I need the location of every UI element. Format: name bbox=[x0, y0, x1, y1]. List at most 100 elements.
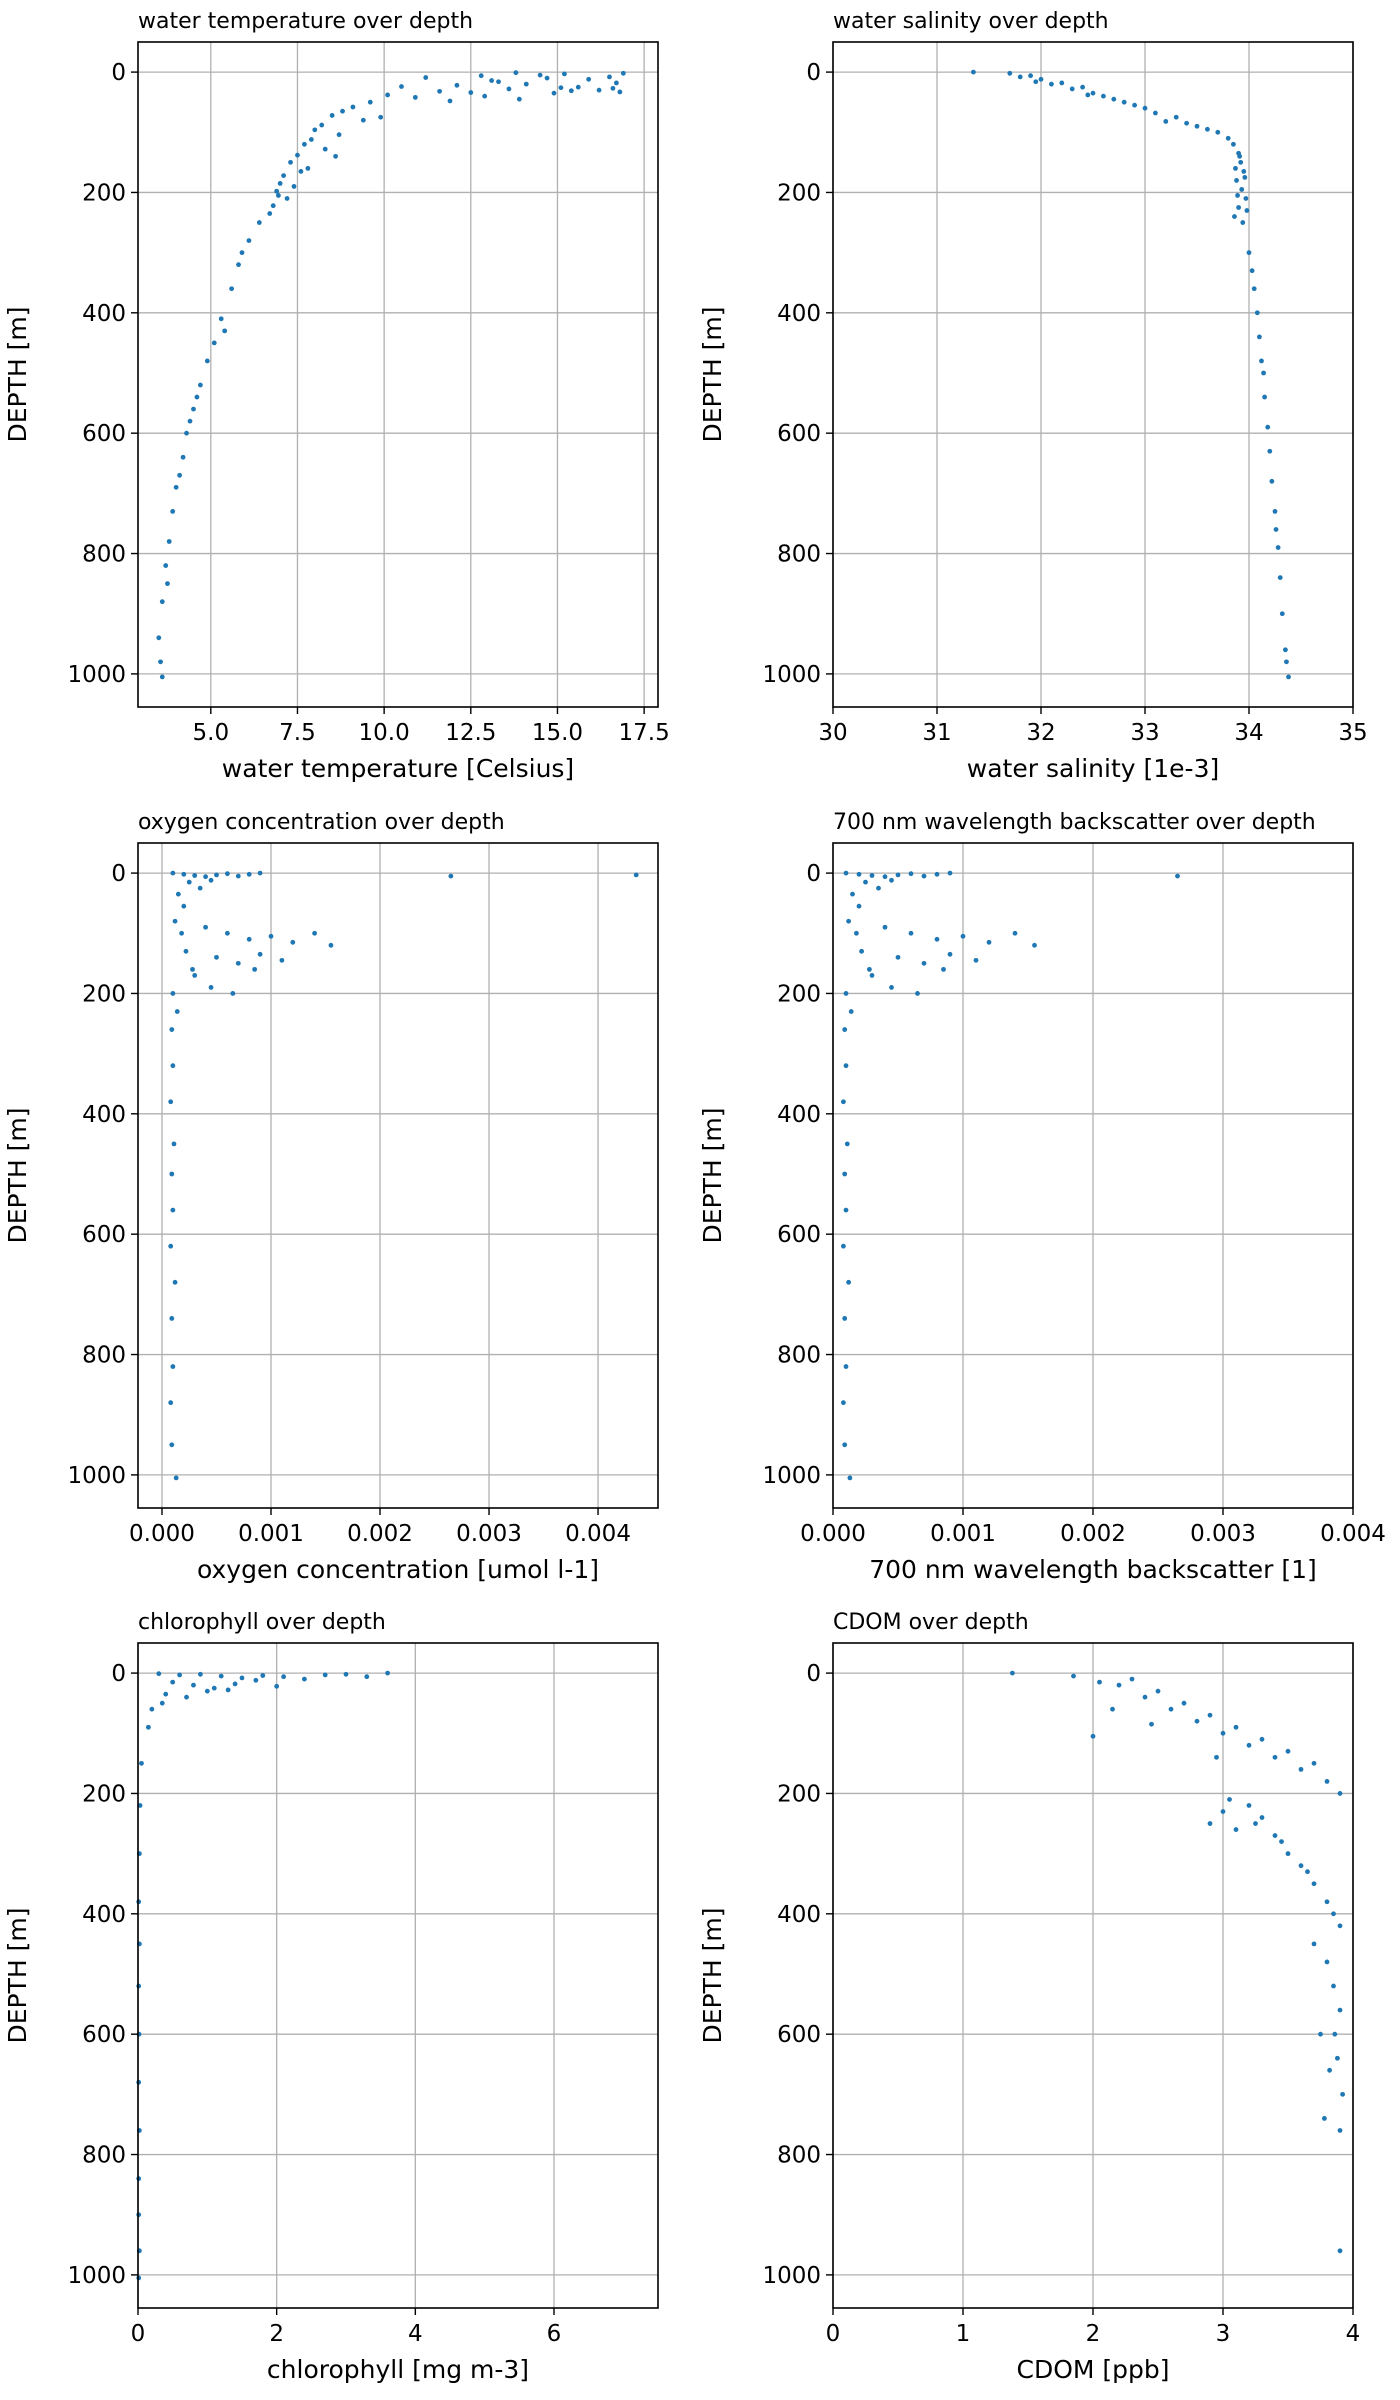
data-point bbox=[1241, 168, 1247, 174]
x-tick-label: 2 bbox=[269, 2321, 284, 2347]
y-tick-label: 800 bbox=[82, 542, 126, 568]
data-point bbox=[274, 188, 280, 194]
data-point bbox=[882, 924, 888, 930]
data-point bbox=[842, 1442, 848, 1448]
data-point bbox=[617, 89, 623, 95]
data-point bbox=[1080, 84, 1085, 90]
data-point bbox=[482, 93, 488, 99]
data-point bbox=[175, 891, 181, 897]
data-point bbox=[1235, 193, 1240, 198]
data-point bbox=[246, 238, 252, 244]
data-point bbox=[1279, 611, 1285, 617]
data-point bbox=[842, 1027, 848, 1032]
data-point bbox=[235, 873, 241, 879]
data-point bbox=[1207, 1821, 1213, 1826]
data-point bbox=[169, 1171, 175, 1177]
y-tick-label: 0 bbox=[111, 60, 126, 86]
data-point bbox=[169, 1442, 175, 1448]
data-point bbox=[186, 879, 192, 885]
data-point bbox=[1121, 99, 1127, 105]
data-point bbox=[973, 957, 979, 963]
chart-title: chlorophyll over depth bbox=[138, 1610, 386, 1635]
x-tick-label: 0.000 bbox=[129, 1521, 195, 1547]
data-point bbox=[295, 152, 300, 158]
data-point bbox=[1242, 175, 1248, 180]
data-point bbox=[537, 72, 543, 78]
data-point bbox=[1232, 214, 1237, 219]
x-tick-label: 12.5 bbox=[445, 720, 496, 746]
x-tick-label: 34 bbox=[1234, 720, 1263, 746]
data-point bbox=[214, 954, 219, 960]
data-point bbox=[934, 871, 940, 877]
x-tick-label: 0.001 bbox=[238, 1521, 304, 1547]
data-point bbox=[281, 1674, 286, 1680]
data-point bbox=[156, 635, 162, 641]
data-point bbox=[1246, 1742, 1252, 1748]
data-point bbox=[1032, 942, 1037, 948]
data-point bbox=[236, 262, 241, 268]
data-point bbox=[843, 870, 849, 876]
data-point bbox=[1332, 2031, 1338, 2037]
data-point bbox=[1246, 250, 1252, 256]
data-point bbox=[1233, 1827, 1239, 1832]
y-tick-label: 800 bbox=[777, 1343, 821, 1369]
y-tick-label: 600 bbox=[82, 2022, 126, 2048]
data-point bbox=[1249, 268, 1255, 274]
data-point bbox=[889, 877, 894, 883]
data-point bbox=[211, 340, 217, 346]
data-point bbox=[168, 1400, 174, 1406]
data-point bbox=[1337, 2128, 1343, 2133]
data-point bbox=[863, 879, 868, 885]
data-point bbox=[1239, 187, 1245, 192]
data-point bbox=[204, 1688, 210, 1694]
x-tick-label: 2 bbox=[1086, 2321, 1101, 2347]
x-tick-label: 0.002 bbox=[347, 1521, 413, 1547]
data-point bbox=[211, 1685, 217, 1691]
data-point bbox=[170, 1679, 176, 1685]
data-point bbox=[423, 75, 429, 80]
data-point bbox=[908, 871, 914, 877]
data-point bbox=[1220, 1809, 1226, 1814]
data-point bbox=[312, 930, 317, 936]
data-point bbox=[190, 966, 195, 972]
data-point bbox=[856, 871, 862, 877]
y-tick-label: 600 bbox=[777, 2022, 821, 2048]
x-tick-label: 10.0 bbox=[359, 720, 410, 746]
y-tick-label: 400 bbox=[777, 1902, 821, 1928]
data-point bbox=[171, 1141, 177, 1147]
data-point bbox=[1259, 1736, 1265, 1742]
data-point bbox=[1267, 448, 1273, 454]
data-point bbox=[1175, 873, 1180, 879]
data-point bbox=[1214, 1754, 1219, 1760]
data-point bbox=[1194, 123, 1200, 129]
data-point bbox=[921, 873, 927, 879]
data-point bbox=[848, 1009, 854, 1014]
data-point bbox=[1324, 1779, 1330, 1784]
data-point bbox=[842, 1316, 848, 1321]
data-point bbox=[360, 117, 366, 123]
data-point bbox=[847, 1475, 853, 1481]
data-point bbox=[412, 94, 418, 100]
data-point bbox=[170, 870, 176, 876]
data-point bbox=[169, 1316, 175, 1321]
data-point bbox=[173, 1475, 179, 1481]
data-point bbox=[867, 966, 872, 972]
axes-frame bbox=[137, 842, 659, 1509]
x-tick-label: 6 bbox=[547, 2321, 562, 2347]
data-point bbox=[1129, 1676, 1135, 1682]
data-point bbox=[1285, 1851, 1291, 1857]
data-point bbox=[915, 991, 920, 996]
y-tick-label: 200 bbox=[82, 1781, 126, 1807]
data-point bbox=[1111, 96, 1117, 102]
data-point bbox=[399, 84, 404, 89]
data-point bbox=[1155, 1688, 1161, 1694]
data-point bbox=[523, 81, 529, 87]
x-tick-label: 0 bbox=[131, 2321, 146, 2347]
data-point bbox=[187, 418, 193, 424]
data-point bbox=[172, 918, 178, 924]
x-tick-label: 0.004 bbox=[565, 1521, 631, 1547]
data-point bbox=[156, 1671, 162, 1677]
data-point bbox=[302, 141, 307, 147]
data-point bbox=[986, 939, 992, 945]
data-point bbox=[1237, 153, 1243, 159]
